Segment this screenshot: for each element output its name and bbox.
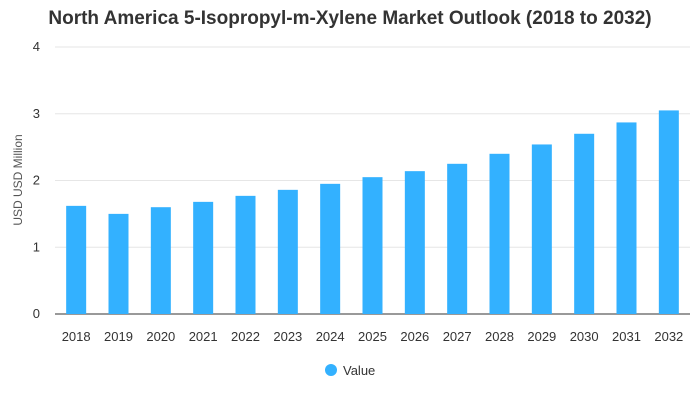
x-axis-ticks: 2018 2019 2020 2021 2022 2023 2024 2025 2026 2027…: [62, 329, 684, 344]
x-tick-label: 2019: [104, 329, 133, 344]
legend[interactable]: Value: [325, 363, 375, 378]
bar-2023[interactable]: [277, 189, 298, 314]
y-tick-label: 4: [33, 39, 40, 54]
bar-2018[interactable]: [66, 205, 87, 314]
legend-label-value: Value: [343, 363, 375, 378]
bar-2031[interactable]: [616, 122, 637, 315]
x-tick-label: 2023: [273, 329, 302, 344]
bar-2019[interactable]: [108, 213, 129, 314]
x-tick-label: 2027: [443, 329, 472, 344]
x-tick-label: 2022: [231, 329, 260, 344]
y-axis-ticks: 0 1 2 3 4: [33, 39, 40, 321]
bar-2032[interactable]: [658, 110, 679, 314]
bar-2020[interactable]: [150, 207, 171, 314]
bars: [66, 110, 679, 315]
bar-2027[interactable]: [447, 163, 468, 314]
x-tick-label: 2025: [358, 329, 387, 344]
bar-2024[interactable]: [320, 183, 341, 314]
bar-2022[interactable]: [235, 195, 256, 314]
y-tick-label: 1: [33, 239, 40, 254]
x-tick-label: 2030: [570, 329, 599, 344]
bar-2028[interactable]: [489, 153, 510, 314]
x-tick-label: 2018: [62, 329, 91, 344]
bar-2029[interactable]: [531, 144, 552, 314]
y-tick-label: 0: [33, 306, 40, 321]
x-tick-label: 2029: [527, 329, 556, 344]
bar-2025[interactable]: [362, 177, 383, 314]
bar-2021[interactable]: [193, 201, 214, 314]
legend-swatch-value: [325, 364, 337, 376]
bar-2026[interactable]: [404, 171, 425, 314]
x-tick-label: 2020: [146, 329, 175, 344]
x-tick-label: 2026: [400, 329, 429, 344]
bar-2030[interactable]: [574, 133, 595, 314]
y-tick-label: 3: [33, 106, 40, 121]
x-tick-label: 2021: [189, 329, 218, 344]
x-tick-label: 2024: [316, 329, 345, 344]
x-tick-label: 2031: [612, 329, 641, 344]
x-tick-label: 2032: [654, 329, 683, 344]
y-axis-label: USD USD Million: [11, 134, 25, 225]
x-tick-label: 2028: [485, 329, 514, 344]
chart-title: North America 5-Isopropyl-m-Xylene Marke…: [48, 8, 652, 29]
y-tick-label: 2: [33, 173, 40, 188]
